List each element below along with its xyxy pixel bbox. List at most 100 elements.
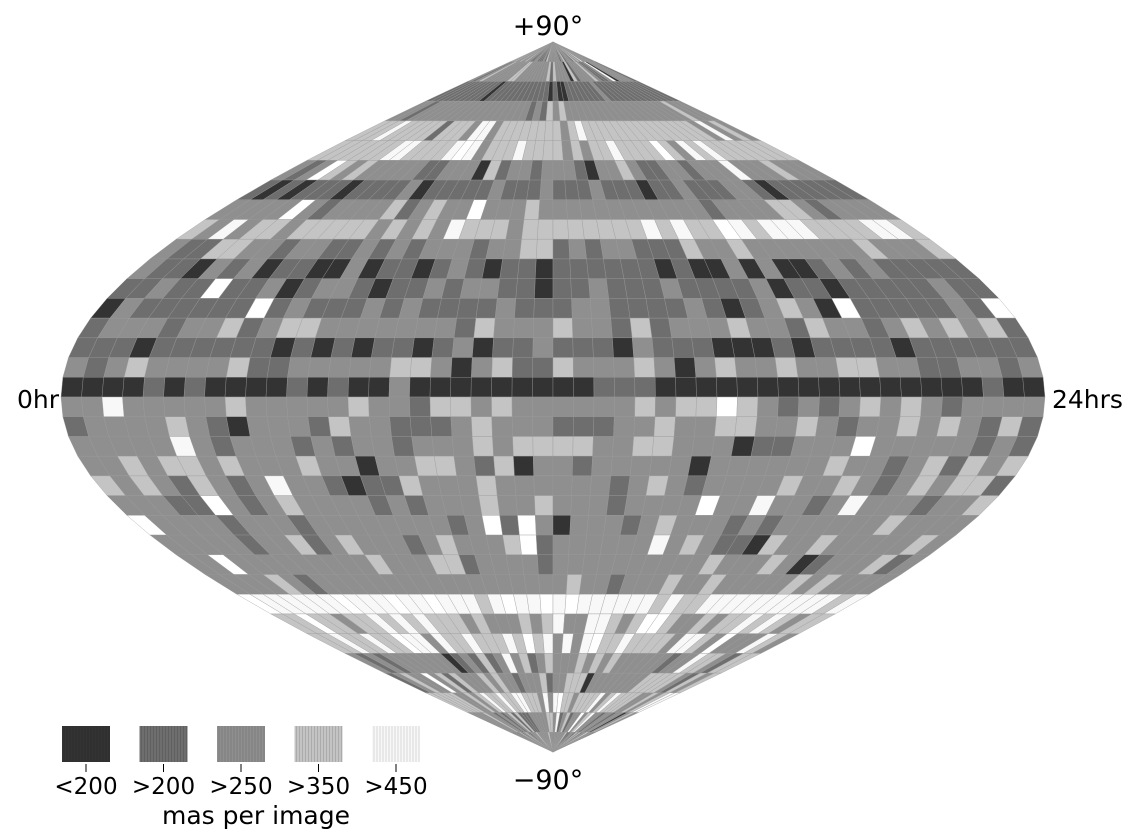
map-cell: [1002, 396, 1025, 417]
map-cell: [286, 377, 309, 398]
map-cell: [306, 396, 329, 417]
map-cell: [671, 436, 695, 457]
map-cell: [552, 534, 570, 555]
map-cell: [634, 396, 656, 417]
map-cell: [572, 317, 593, 339]
map-cell: [389, 416, 412, 437]
map-cell: [691, 337, 715, 358]
map-cell: [511, 416, 533, 437]
map-cell: [570, 495, 591, 516]
map-cell: [795, 357, 819, 378]
map-cell: [695, 396, 718, 417]
map-cell: [306, 377, 329, 398]
map-cell: [533, 317, 554, 339]
map-cell: [797, 396, 820, 417]
map-cell: [539, 594, 554, 615]
map-cell: [552, 140, 564, 161]
map-cell: [818, 377, 841, 398]
map-cell: [433, 317, 457, 339]
map-cell: [567, 219, 585, 240]
map-cell: [593, 416, 615, 437]
map-cell: [592, 436, 614, 457]
map-cell: [815, 416, 840, 437]
map-cell: [492, 436, 514, 457]
map-cell: [347, 377, 370, 398]
map-cell: [613, 416, 635, 437]
legend-class-label: <200: [54, 774, 117, 800]
map-cell: [835, 416, 860, 437]
map-cell: [586, 515, 607, 536]
map-cell: [586, 258, 607, 279]
map-cell: [541, 160, 554, 181]
map-cell: [552, 258, 571, 279]
map-cell: [731, 436, 756, 457]
map-cell: [224, 396, 247, 417]
map-cell: [430, 357, 453, 378]
map-cell: [473, 317, 496, 339]
map-cell: [537, 554, 554, 575]
legend-swatch: [139, 726, 188, 762]
map-cell: [573, 357, 595, 378]
map-cell: [472, 436, 494, 457]
map-cell: [437, 475, 461, 496]
map-cell: [552, 219, 569, 240]
map-cell: [552, 495, 572, 516]
map-cell: [855, 416, 880, 437]
map-cell: [433, 455, 457, 477]
map-cell: [286, 396, 309, 417]
map-cell: [614, 396, 636, 417]
map-cell: [569, 515, 589, 536]
map-cell: [552, 278, 572, 299]
map-cell: [691, 436, 715, 457]
map-cell: [614, 377, 636, 398]
map-cell: [573, 396, 595, 417]
map-cell: [654, 396, 677, 417]
legend-class-label: >250: [209, 774, 272, 800]
map-cell: [675, 377, 697, 398]
map-cell: [183, 396, 207, 417]
map-cell: [649, 455, 673, 477]
map-cell: [369, 357, 392, 378]
map-cell: [552, 455, 573, 477]
map-cell: [552, 199, 568, 220]
map-cell: [736, 396, 759, 417]
map-cell: [429, 377, 452, 398]
map-cell: [532, 436, 554, 457]
map-cell: [205, 416, 231, 437]
map-cell: [774, 357, 799, 378]
map-cell: [81, 396, 104, 417]
map-cell: [757, 396, 779, 417]
map-cell: [368, 377, 390, 398]
map-cell: [430, 416, 453, 437]
map-cell: [348, 357, 372, 378]
map-cell: [634, 377, 656, 398]
map-cell: [627, 475, 650, 496]
map-cell: [838, 377, 861, 398]
map-cell: [495, 475, 517, 496]
map-cell: [473, 455, 496, 477]
map-cell: [568, 239, 587, 260]
map-cell: [265, 396, 288, 417]
map-cell: [481, 515, 503, 536]
map-cell: [495, 298, 517, 319]
map-cell: [572, 455, 593, 477]
map-cell: [512, 337, 534, 358]
map-cell: [673, 357, 697, 378]
ra-end-label: 24hrs: [1052, 385, 1123, 414]
map-cell: [409, 416, 433, 437]
map-cell: [879, 377, 902, 398]
map-cell: [523, 199, 541, 220]
map-cell: [673, 416, 697, 437]
map-cell: [499, 258, 520, 279]
map-cell: [60, 396, 84, 417]
map-cell: [532, 416, 554, 437]
map-cell: [327, 396, 349, 417]
map-cell: [226, 357, 251, 378]
map-cell: [394, 317, 419, 339]
map-cell: [471, 416, 493, 437]
map-cell: [497, 495, 518, 516]
map-cell: [567, 554, 585, 575]
map-cell: [431, 436, 455, 457]
map-cell: [330, 436, 356, 457]
